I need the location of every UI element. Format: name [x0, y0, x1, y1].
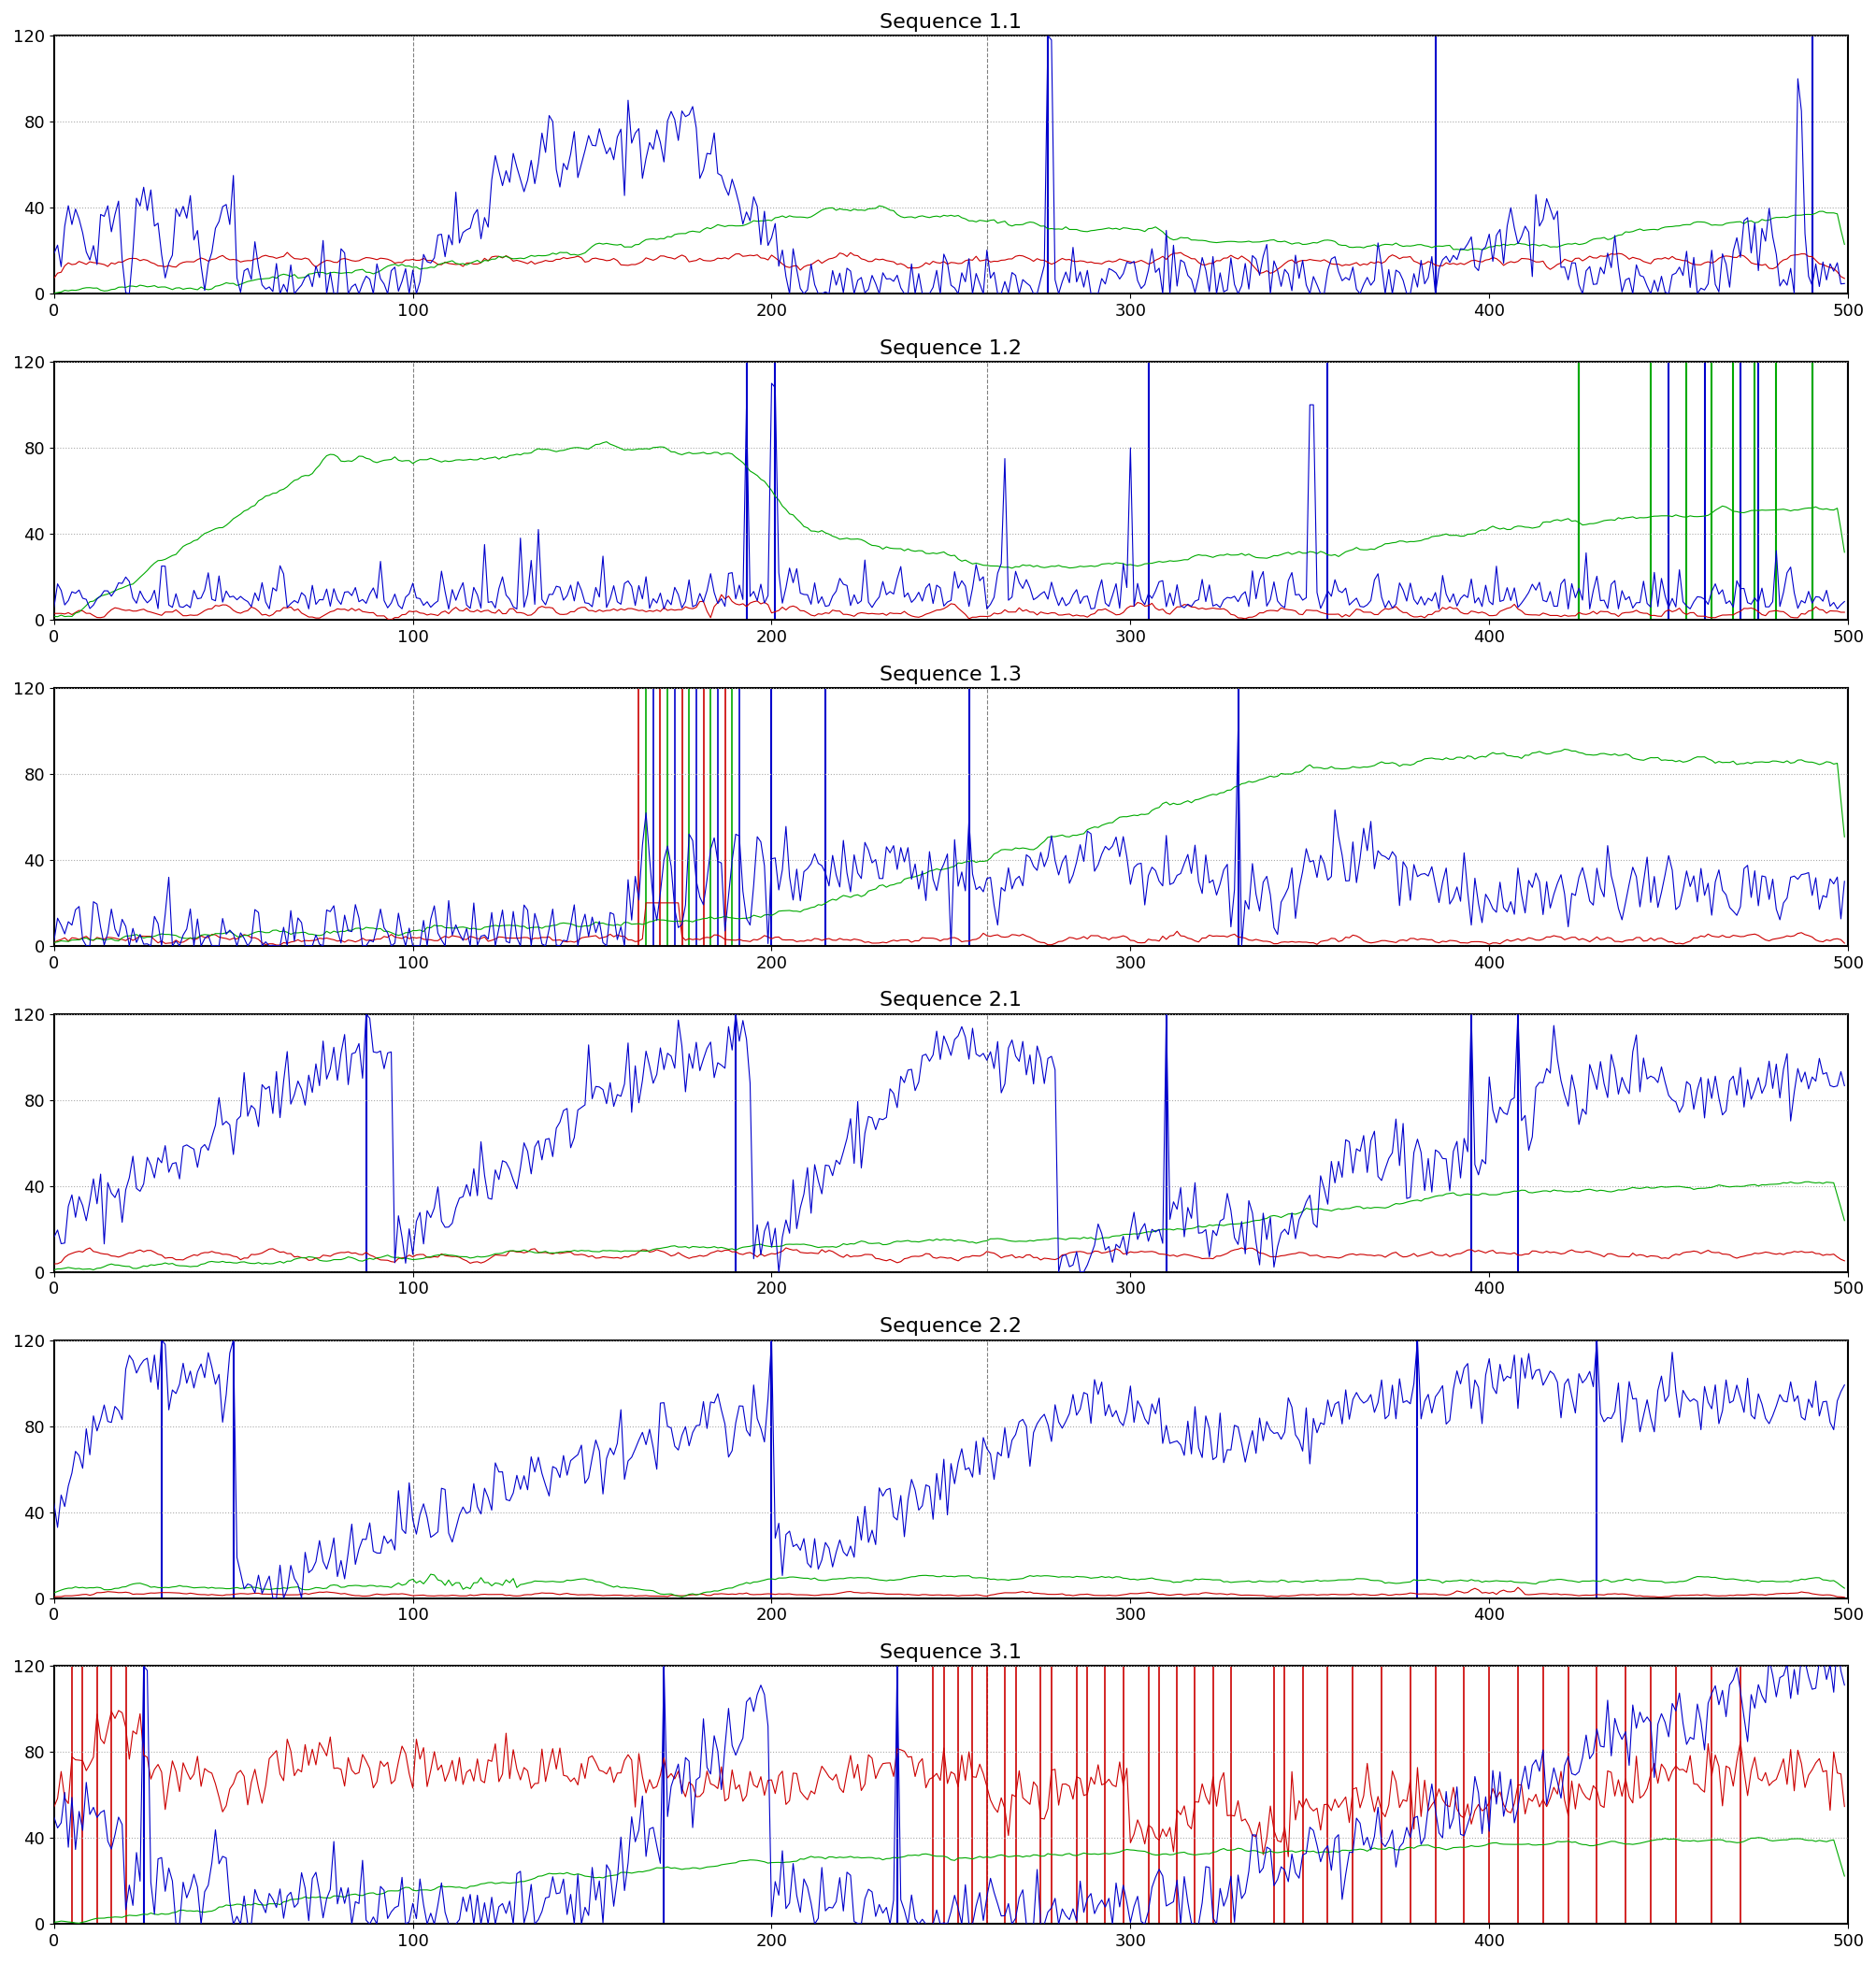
Title: Sequence 2.1: Sequence 2.1 [880, 991, 1022, 1009]
Title: Sequence 1.3: Sequence 1.3 [880, 665, 1022, 683]
Title: Sequence 3.1: Sequence 3.1 [880, 1643, 1022, 1663]
Title: Sequence 1.1: Sequence 1.1 [880, 14, 1022, 31]
Title: Sequence 2.2: Sequence 2.2 [880, 1317, 1022, 1337]
Title: Sequence 1.2: Sequence 1.2 [880, 340, 1022, 357]
